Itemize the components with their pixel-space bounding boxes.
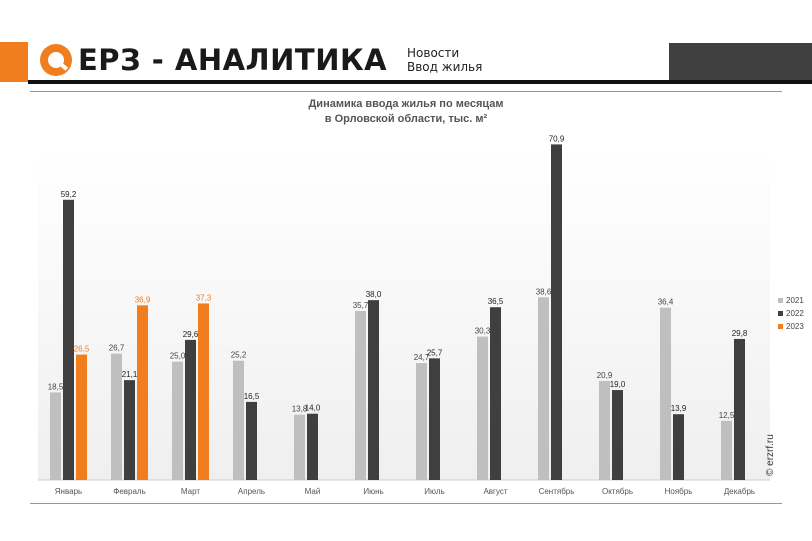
data-label-2022-12: 29,8 [732,329,748,338]
bar-2021-5 [294,414,305,480]
data-label-2021-2: 26,7 [109,344,125,353]
x-tick-label-6: Июнь [363,487,383,496]
data-label-2022-6: 38,0 [366,290,382,299]
x-tick-label-8: Август [483,487,507,496]
data-label-2022-8: 36,5 [488,297,504,306]
data-label-2022-5: 14,0 [305,404,321,413]
data-label-2021-6: 35,7 [353,301,369,310]
x-tick-label-11: Ноябрь [665,487,693,496]
bar-2021-11 [660,307,671,480]
x-tick-label-12: Декабрь [724,487,755,496]
data-label-2023-3: 37,3 [196,293,212,302]
legend-swatch-2022 [778,311,783,316]
bar-2023-2 [137,305,148,480]
bar-2022-2 [124,380,135,480]
bar-2022-4 [246,401,257,480]
data-label-2023-2: 36,9 [135,295,151,304]
bar-2021-2 [111,353,122,480]
bar-2022-8 [490,307,501,480]
bottom-divider [30,503,782,504]
header-underline [28,80,812,84]
data-label-2023-1: 26,5 [74,345,90,354]
section-label: Новости Ввод жилья [407,46,482,74]
bar-2022-3 [185,339,196,480]
data-label-2022-9: 70,9 [549,134,565,143]
legend-swatch-2023 [778,324,783,329]
bar-2022-12 [734,338,745,480]
legend-label-2023: 2023 [786,322,804,331]
x-tick-label-10: Октябрь [602,487,633,496]
bar-2022-5 [307,413,318,480]
data-label-2021-11: 36,4 [658,298,674,307]
data-label-2021-12: 12,5 [719,411,735,420]
bar-2022-1 [63,199,74,480]
data-label-2022-4: 16,5 [244,392,260,401]
logo[interactable]: ЕРЗ - АНАЛИТИКА [40,38,387,82]
bar-2023-1 [76,354,87,480]
bar-2022-7 [429,358,440,480]
bar-2021-6 [355,311,366,480]
bar-2023-3 [198,303,209,480]
data-label-2021-5: 13,8 [292,405,308,414]
data-label-2021-7: 24,7 [414,353,430,362]
top-divider [30,91,782,92]
data-label-2021-10: 20,9 [597,371,613,380]
data-label-2021-4: 25,2 [231,351,247,360]
bar-2021-10 [599,381,610,480]
data-label-2021-9: 38,6 [536,287,552,296]
bar-2022-11 [673,414,684,480]
data-label-2022-2: 21,1 [122,370,138,379]
data-label-2021-3: 25,0 [170,352,186,361]
bar-2021-1 [50,392,61,480]
data-label-2022-1: 59,2 [61,190,77,199]
chart-title-line-1: Динамика ввода жилья по месяцам [308,98,504,110]
x-tick-label-1: Январь [55,487,82,496]
bar-2021-8 [477,336,488,480]
logo-q-icon [40,44,72,76]
bar-2021-3 [172,361,183,480]
legend-item-2023: 2023 [778,320,804,333]
data-label-2022-10: 19,0 [610,380,626,389]
legend-label-2022: 2022 [786,309,804,318]
legend: 2021 2022 2023 [778,294,804,333]
legend-item-2022: 2022 [778,307,804,320]
source-credit[interactable]: © erzrf.ru [765,434,776,476]
bar-2021-9 [538,297,549,480]
bar-2022-6 [368,300,379,480]
chart-title-line-2: в Орловской области, тыс. м² [324,113,488,125]
bar-2022-9 [551,144,562,480]
bar-2021-7 [416,363,427,480]
logo-text: ЕРЗ - АНАЛИТИКА [78,43,388,77]
legend-label-2021: 2021 [786,296,804,305]
bar-2021-12 [721,420,732,480]
plot-area [38,150,770,480]
data-label-2022-3: 29,6 [183,330,199,339]
section-line-2: Ввод жилья [407,60,483,74]
data-label-2021-8: 30,3 [475,327,491,336]
data-label-2022-11: 13,9 [671,404,687,413]
x-tick-label-4: Апрель [238,487,265,496]
x-tick-label-2: Февраль [113,487,146,496]
header-dark-block [669,43,812,80]
data-label-2022-7: 25,7 [427,348,443,357]
brand-accent-bar [0,42,28,82]
section-line-1: Новости [407,46,460,60]
legend-swatch-2021 [778,298,783,303]
x-tick-label-3: Март [181,487,200,496]
bar-2022-10 [612,390,623,480]
bar-2021-4 [233,360,244,480]
x-tick-label-9: Сентябрь [539,487,575,496]
legend-item-2021: 2021 [778,294,804,307]
x-tick-label-5: Май [305,487,321,496]
x-tick-label-7: Июль [424,487,444,496]
data-label-2021-1: 18,5 [48,382,64,391]
